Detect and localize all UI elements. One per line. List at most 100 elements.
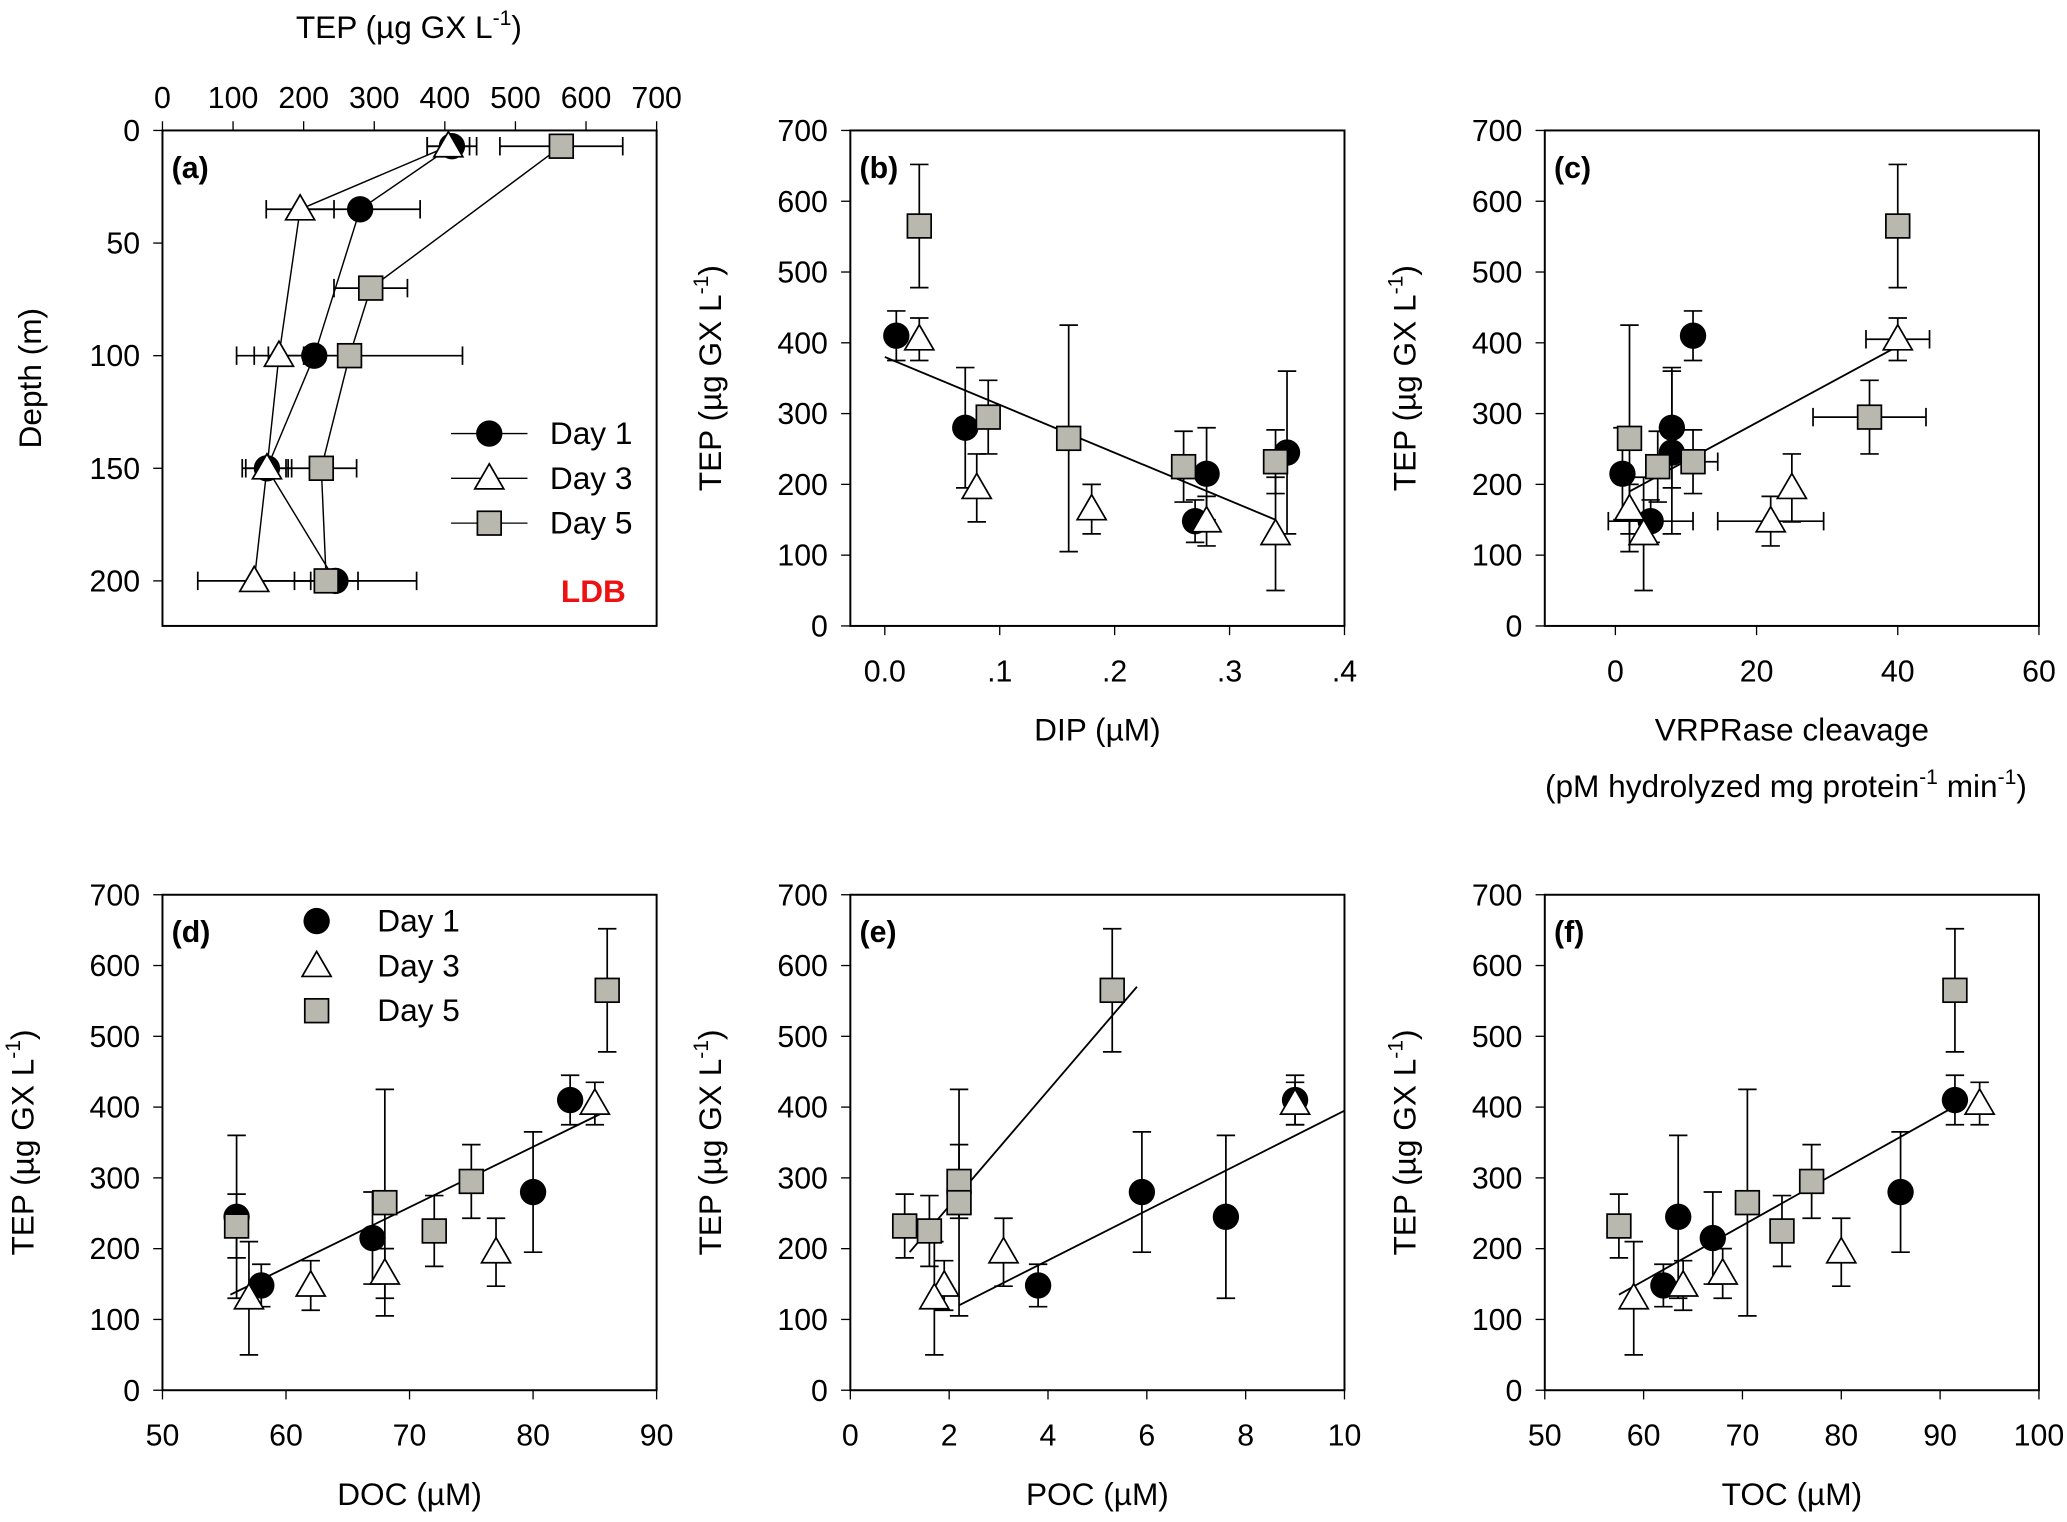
y-tick-label: 200 [1472, 469, 1523, 502]
panel-d: (d) 50 60 70 80 90 0 100 200 300 400 500 600 700 DOC (… [2, 879, 673, 1512]
data-point [368, 1257, 401, 1285]
y-axis-label: TEP (µg GX L-1) [2, 1029, 40, 1255]
x-tick-label: 50 [146, 1420, 180, 1453]
data-point [1679, 322, 1707, 349]
y-tick-label: 200 [90, 565, 141, 598]
data-point [906, 213, 933, 239]
x-label2-main: (pM hydrolyzed mg protein [1545, 768, 1919, 804]
y-tick-label: 700 [777, 115, 828, 148]
plot-frame [1543, 893, 2040, 1392]
data-point [1613, 492, 1646, 521]
data-point [594, 977, 620, 1004]
x-tick-label: 80 [1824, 1420, 1858, 1453]
x-label-main: TEP (µg GX L [296, 9, 493, 45]
x-axis-label: POC (µM) [1026, 1476, 1169, 1512]
y-tick-label: 600 [1472, 950, 1523, 983]
data-point [1963, 1087, 1996, 1115]
y-label-end: ) [1387, 265, 1423, 276]
x-tick-label: 40 [1881, 655, 1915, 688]
x-tick-label: 4 [1040, 1420, 1057, 1453]
regression-line [908, 986, 1138, 1253]
y-axis-label: TEP (µg GX L-1) [1384, 265, 1422, 491]
y-tick-label: 300 [777, 1162, 828, 1195]
panel-b: (b) 0.0 .1 .2 .3 .4 0 100 200 300 400 500 600 700 DIP … [690, 115, 1357, 748]
x-axis-label: VRPRase cleavage [1655, 712, 1929, 748]
x-tick-label: 70 [393, 1420, 427, 1453]
data-point [1665, 1203, 1692, 1230]
y-tick-label: 700 [90, 879, 141, 912]
y-tick-label: 600 [1472, 186, 1523, 219]
data-point [1212, 1203, 1240, 1230]
y-tick-label: 700 [1472, 879, 1523, 912]
data-point [358, 275, 384, 301]
x-tick-label: 20 [1740, 655, 1774, 688]
plot-frame [849, 129, 1346, 627]
panel-label: (f) [1554, 916, 1584, 949]
y-axis-label: TEP (µg GX L-1) [690, 265, 728, 491]
data-point [1658, 414, 1686, 441]
y-tick-label: 200 [777, 469, 828, 502]
legend-marker [473, 462, 506, 490]
data-point [975, 404, 1001, 430]
y-tick-label: 100 [90, 1304, 141, 1337]
data-point [1262, 449, 1289, 475]
y-label-sup: -1 [690, 1040, 713, 1059]
data-point [1798, 1168, 1825, 1195]
y-tick-label: 500 [1472, 1021, 1523, 1054]
data-point [1680, 449, 1706, 475]
data-point [1942, 977, 1968, 1004]
x-axis-label: DOC (µM) [337, 1476, 482, 1512]
x-tick-label: 700 [631, 82, 682, 115]
data-point [1699, 1224, 1726, 1252]
y-axis-label: Depth (m) [12, 308, 48, 449]
data-point [1259, 517, 1292, 546]
y-label-sup: -1 [2, 1040, 25, 1059]
panel-label: (b) [860, 152, 899, 185]
y-tick-label: 600 [777, 186, 828, 219]
data-point [432, 130, 465, 158]
y-tick-label: 200 [777, 1233, 828, 1266]
data-point [1769, 1218, 1795, 1244]
data-point [1775, 471, 1808, 500]
legend-marker [303, 907, 330, 935]
data-point [1706, 1257, 1739, 1285]
x-tick-label: 2 [941, 1420, 958, 1453]
data-point [250, 452, 283, 480]
x-label2-mid: min [1938, 768, 1998, 804]
panel-label: (c) [1554, 152, 1591, 185]
panel-label: (a) [172, 152, 209, 185]
data-point [372, 1189, 398, 1216]
y-label-main: TEP (µg GX L [692, 1059, 728, 1256]
data-point [1170, 453, 1197, 480]
regression-line [1629, 345, 1899, 493]
y-tick-label: 300 [1472, 1162, 1523, 1195]
y-tick-label: 100 [777, 540, 828, 573]
panel-c: (c)0 20 40 600100200300400500600700VRPRase … [1384, 115, 2055, 804]
x-tick-label: 70 [1726, 1420, 1760, 1453]
x-tick-label: 200 [278, 82, 329, 115]
x-tick-label: 100 [208, 82, 259, 115]
regression-line [230, 1109, 608, 1296]
y-tick-label: 300 [1472, 398, 1523, 431]
data-point [916, 1218, 943, 1244]
y-tick-label: 400 [777, 1092, 828, 1125]
y-tick-label: 600 [777, 950, 828, 983]
y-tick-label: 700 [1472, 115, 1523, 148]
x-tick-label: 8 [1237, 1420, 1254, 1453]
x-tick-label: 0.0 [864, 655, 906, 688]
data-point [1024, 1272, 1052, 1299]
y-label-end: ) [692, 265, 728, 276]
legend-marker [303, 997, 330, 1024]
plot-frame [1543, 129, 2040, 627]
x-axis-label: DIP (µM) [1034, 712, 1161, 748]
data-point [1190, 504, 1223, 533]
x-tick-label: 60 [269, 1420, 303, 1453]
x-tick-label: 50 [1528, 1420, 1562, 1453]
y-tick-label: 200 [90, 1233, 141, 1266]
data-point [960, 471, 993, 500]
data-point [1825, 1235, 1858, 1264]
data-point [1617, 1282, 1650, 1310]
data-point [336, 342, 363, 369]
data-point [480, 1235, 513, 1264]
